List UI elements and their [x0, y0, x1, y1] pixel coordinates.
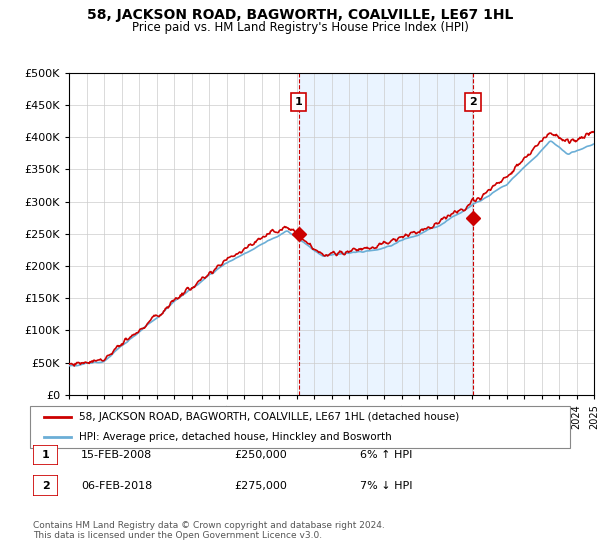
FancyBboxPatch shape — [33, 475, 58, 496]
Text: 2: 2 — [469, 97, 477, 107]
FancyBboxPatch shape — [33, 445, 58, 465]
Text: 6% ↑ HPI: 6% ↑ HPI — [360, 450, 412, 460]
FancyBboxPatch shape — [30, 406, 570, 448]
Text: 06-FEB-2018: 06-FEB-2018 — [81, 480, 152, 491]
Text: 15-FEB-2008: 15-FEB-2008 — [81, 450, 152, 460]
Text: 58, JACKSON ROAD, BAGWORTH, COALVILLE, LE67 1HL (detached house): 58, JACKSON ROAD, BAGWORTH, COALVILLE, L… — [79, 412, 459, 422]
Text: £275,000: £275,000 — [234, 480, 287, 491]
Text: Contains HM Land Registry data © Crown copyright and database right 2024.
This d: Contains HM Land Registry data © Crown c… — [33, 521, 385, 540]
Text: Price paid vs. HM Land Registry's House Price Index (HPI): Price paid vs. HM Land Registry's House … — [131, 21, 469, 34]
Text: 7% ↓ HPI: 7% ↓ HPI — [360, 480, 413, 491]
Text: HPI: Average price, detached house, Hinckley and Bosworth: HPI: Average price, detached house, Hinc… — [79, 432, 391, 442]
Text: 1: 1 — [295, 97, 302, 107]
Text: 1: 1 — [42, 450, 49, 460]
Text: £250,000: £250,000 — [234, 450, 287, 460]
Text: 58, JACKSON ROAD, BAGWORTH, COALVILLE, LE67 1HL: 58, JACKSON ROAD, BAGWORTH, COALVILLE, L… — [87, 8, 513, 22]
Text: 2: 2 — [42, 480, 49, 491]
Bar — [299, 73, 473, 395]
